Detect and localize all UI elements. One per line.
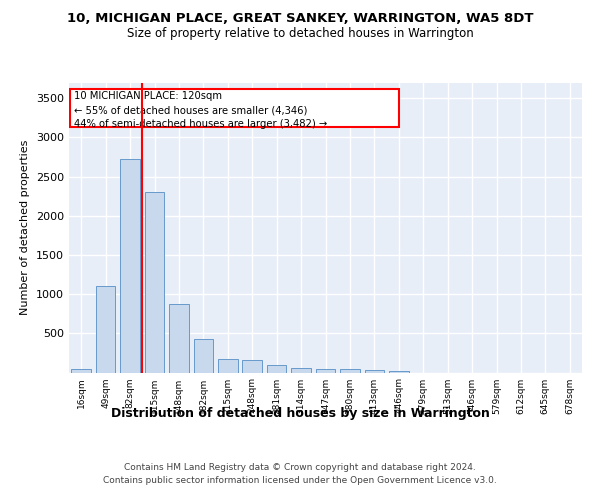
Bar [145, 192, 164, 372]
Bar [340, 368, 360, 372]
Text: Contains public sector information licensed under the Open Government Licence v3: Contains public sector information licen… [103, 476, 497, 485]
FancyBboxPatch shape [70, 89, 399, 127]
Bar [389, 370, 409, 372]
Bar [218, 359, 238, 372]
Y-axis label: Number of detached properties: Number of detached properties [20, 140, 31, 315]
Text: 10, MICHIGAN PLACE, GREAT SANKEY, WARRINGTON, WA5 8DT: 10, MICHIGAN PLACE, GREAT SANKEY, WARRIN… [67, 12, 533, 26]
Bar [291, 368, 311, 372]
Text: Distribution of detached houses by size in Warrington: Distribution of detached houses by size … [110, 408, 490, 420]
Text: Contains HM Land Registry data © Crown copyright and database right 2024.: Contains HM Land Registry data © Crown c… [124, 462, 476, 471]
Text: 10 MICHIGAN PLACE: 120sqm
← 55% of detached houses are smaller (4,346)
44% of se: 10 MICHIGAN PLACE: 120sqm ← 55% of detac… [74, 91, 327, 129]
Bar [96, 286, 115, 372]
Text: Size of property relative to detached houses in Warrington: Size of property relative to detached ho… [127, 28, 473, 40]
Bar [71, 368, 91, 372]
Bar [194, 339, 213, 372]
Bar [242, 360, 262, 372]
Bar [169, 304, 188, 372]
Bar [120, 158, 140, 372]
Bar [316, 368, 335, 372]
Bar [365, 370, 384, 372]
Bar [267, 366, 286, 372]
